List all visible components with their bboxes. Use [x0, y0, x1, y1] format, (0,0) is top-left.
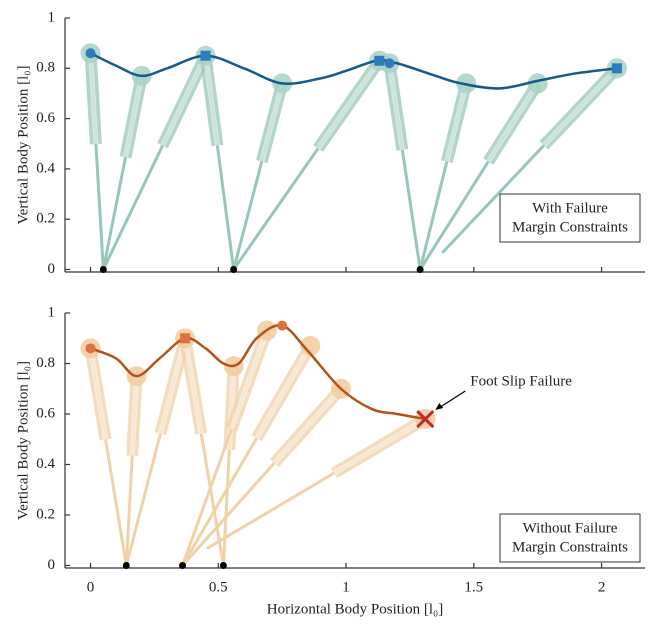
leg-sleeve-inner	[272, 387, 343, 465]
marker	[85, 48, 96, 59]
y-tick-label: 0.4	[36, 456, 55, 472]
leg-sleeve-inner	[88, 347, 109, 440]
x-tick-label: 0.5	[209, 579, 228, 595]
leg-sleeve-inner	[182, 337, 204, 435]
y-axis-label: Vertical Body Position [l₀]	[15, 66, 31, 225]
y-tick-label: 0.8	[36, 355, 55, 371]
body	[527, 73, 548, 94]
y-tick-label: 0	[48, 261, 56, 277]
marker	[384, 58, 395, 69]
annotation-text: Margin Constraints	[512, 219, 628, 235]
leg-sleeve-inner	[203, 55, 220, 146]
y-axis-label: Vertical Body Position [l₀]	[15, 361, 31, 520]
trajectory	[90, 324, 426, 421]
callout-text: Foot Slip Failure	[470, 373, 572, 389]
leg-sleeve-inner	[160, 54, 208, 147]
leg-sleeve-inner	[129, 375, 140, 456]
leg-sleeve-inner	[123, 75, 145, 158]
annotation-box	[499, 193, 641, 243]
leg-sleeve-inner	[259, 82, 285, 163]
marker	[374, 55, 385, 66]
marker	[200, 50, 211, 61]
annotation-text: With Failure	[532, 200, 608, 216]
x-tick-label: 1	[342, 579, 350, 595]
leg-sleeve-inner	[542, 66, 619, 148]
y-tick-label: 0.2	[36, 506, 55, 522]
leg-sleeve-inner	[486, 82, 540, 163]
panel: 0 0.2 0.4 0.6 0.8 1 0 0.5 1 1.5 2 Vertical Body Pos…	[15, 304, 645, 617]
x-tick-label: 0	[87, 579, 95, 595]
body	[300, 335, 321, 356]
leg-sleeve-inner	[254, 344, 313, 440]
leg-sleeve-inner	[157, 337, 188, 435]
foot	[122, 561, 130, 569]
y-tick-label: 0.6	[36, 110, 55, 126]
y-tick-label: 0.4	[36, 160, 55, 176]
callout-arrowhead	[435, 403, 444, 411]
leg-sleeve-inner	[88, 53, 99, 145]
foot	[99, 265, 107, 273]
marker	[416, 409, 435, 429]
annotation-box	[499, 513, 641, 563]
leg-sleeve-inner	[387, 62, 405, 151]
foot	[219, 561, 227, 569]
x-tick-label: 2	[598, 579, 606, 595]
leg-sleeve-inner	[444, 82, 469, 163]
trajectory	[89, 52, 618, 90]
marker	[611, 63, 622, 74]
y-tick-label: 0	[48, 557, 56, 573]
y-tick-label: 1	[48, 9, 56, 25]
annotation-text: Without Failure	[523, 520, 618, 536]
y-tick-label: 1	[48, 304, 56, 320]
leg-sleeve-inner	[332, 416, 427, 476]
leg-sleeve-inner	[316, 59, 382, 150]
panel: 0 0.2 0.4 0.6 0.8 1 Vertical Body Position [l₀…	[15, 9, 645, 277]
foot	[230, 265, 238, 273]
foot	[179, 561, 187, 569]
leg-sleeve-inner	[229, 329, 270, 431]
x-axis-label: Horizontal Body Position [l₀]	[267, 601, 443, 617]
y-tick-label: 0.2	[36, 211, 55, 227]
marker	[277, 320, 288, 331]
marker	[85, 343, 96, 354]
y-tick-label: 0.8	[36, 60, 55, 76]
y-tick-label: 0.6	[36, 405, 55, 421]
annotation-text: Margin Constraints	[512, 539, 628, 555]
marker	[180, 333, 191, 344]
foot	[416, 265, 424, 273]
x-tick-label: 1.5	[464, 579, 483, 595]
callout-arrow	[436, 390, 466, 410]
